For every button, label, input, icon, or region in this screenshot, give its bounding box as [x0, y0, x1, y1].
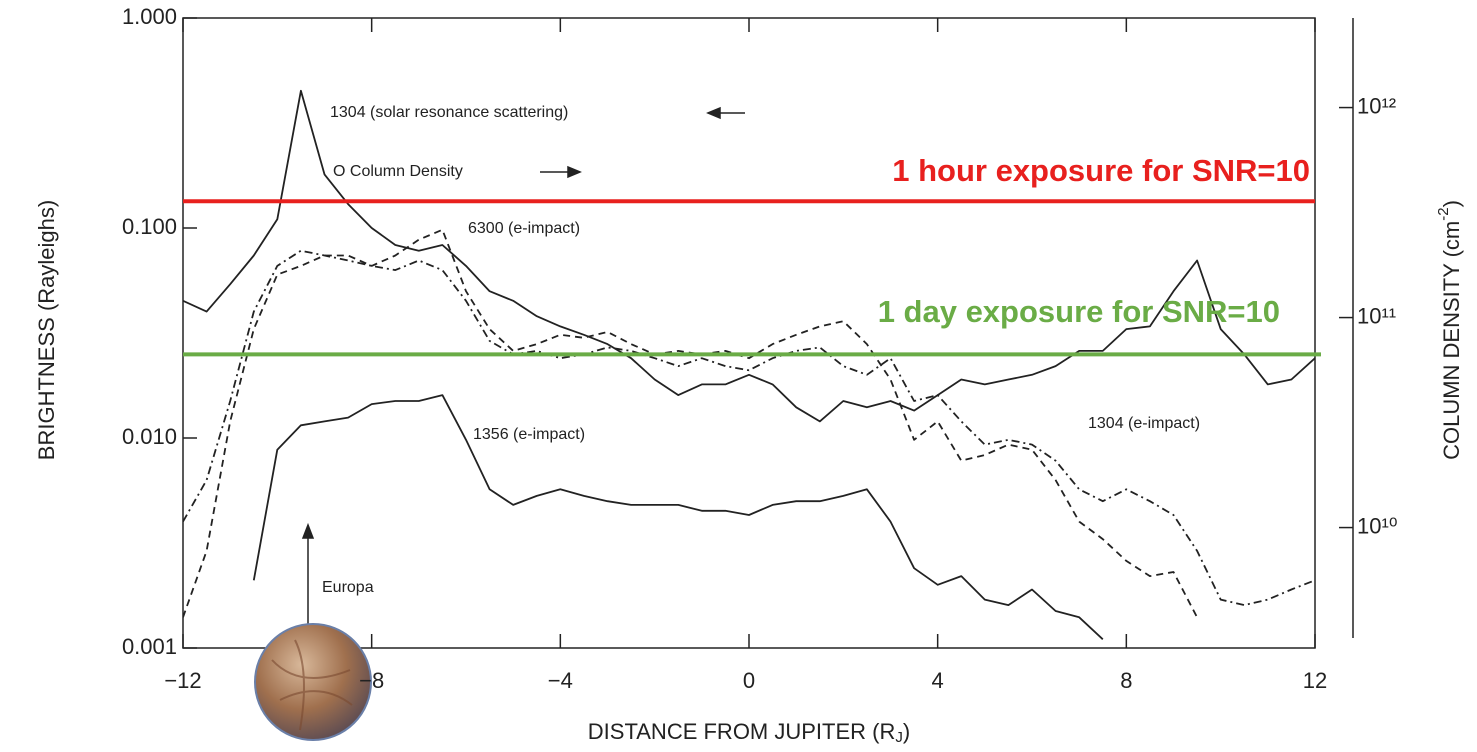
y-tick-label: 0.001 [122, 634, 177, 659]
y2-axis-title: COLUMN DENSITY (cm-2) [1435, 200, 1464, 460]
x-tick-label: 12 [1303, 668, 1327, 693]
x-axis-title-sub: J [895, 729, 903, 746]
annotation: O Column Density [333, 163, 463, 180]
x-axis-title: DISTANCE FROM JUPITER (RJ) [588, 719, 910, 746]
x-axis-title-close: ) [903, 719, 910, 744]
x-tick-label: −8 [359, 668, 384, 693]
x-tick-label: −12 [164, 668, 201, 693]
arrows [301, 106, 745, 645]
reference-label: 1 day exposure for SNR=10 [878, 294, 1280, 329]
x-tick-label: 4 [932, 668, 944, 693]
y2-axis-title-close: ) [1439, 200, 1464, 207]
series-line [183, 249, 1315, 606]
series-line [183, 228, 1198, 618]
x-tick-label: −4 [548, 668, 573, 693]
series-line [183, 89, 1315, 423]
annotation: 1304 (solar resonance scattering) [330, 104, 568, 121]
y2-axis-title-sup: -2 [1435, 207, 1452, 220]
y-tick-label: 0.010 [122, 424, 177, 449]
y2-tick-label: 10¹² [1357, 93, 1396, 118]
x-axis-title-text: DISTANCE FROM JUPITER (R [588, 719, 896, 744]
annotation: Europa [322, 579, 374, 596]
series-line [252, 394, 1104, 640]
y2-tick-label: 10¹¹ [1357, 303, 1396, 328]
y2-tick-label: 10¹⁰ [1357, 513, 1398, 538]
y2-axis-title-text: COLUMN DENSITY (cm [1439, 221, 1464, 460]
annotation: 6300 (e-impact) [468, 220, 580, 237]
annotation: 1304 (e-impact) [1088, 415, 1200, 432]
y-tick-label: 1.000 [122, 4, 177, 29]
europa-image [254, 623, 372, 741]
x-tick-label: 8 [1120, 668, 1132, 693]
reference-label: 1 hour exposure for SNR=10 [892, 153, 1310, 188]
y-axis-title: BRIGHTNESS (Rayleighs) [34, 200, 59, 460]
x-tick-label: 0 [743, 668, 755, 693]
annotation: 1356 (e-impact) [473, 426, 585, 443]
y-tick-label: 0.100 [122, 214, 177, 239]
